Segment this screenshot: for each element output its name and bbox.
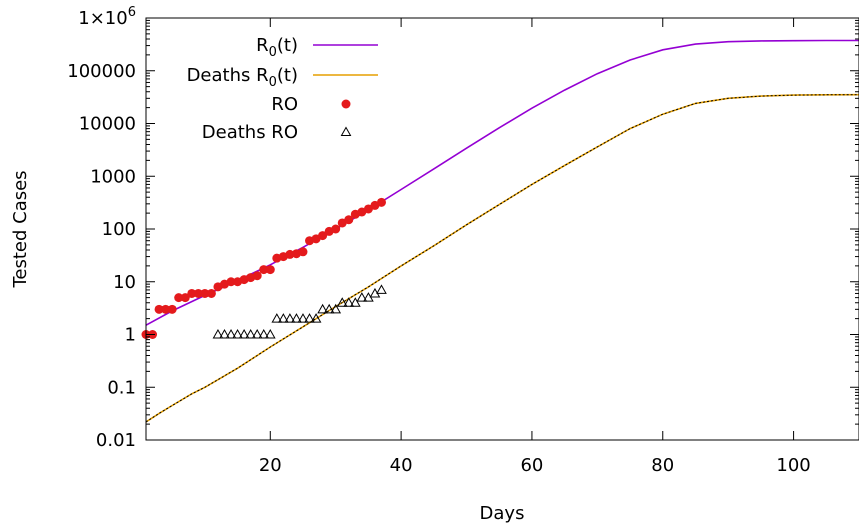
- x-tick-label: 60: [520, 455, 543, 476]
- y-tick-label-exponent: 6: [128, 5, 136, 20]
- data-point-2: [154, 304, 164, 314]
- y-tick-label: 0.01: [96, 430, 136, 451]
- data-point-3: [245, 328, 257, 339]
- legend-swatch-2: [341, 99, 351, 109]
- x-axis-title: Days: [480, 503, 525, 524]
- data-point-3: [336, 297, 348, 307]
- data-point-2: [344, 215, 354, 225]
- data-point-2: [206, 288, 216, 298]
- data-point-3: [258, 328, 270, 339]
- series-line-overlay-1: [145, 94, 859, 423]
- x-tick-label: 20: [259, 455, 282, 476]
- y-tick-label: 1×106: [78, 5, 136, 29]
- data-point-2: [285, 249, 295, 259]
- data-point-2: [180, 293, 190, 303]
- data-point-3: [310, 313, 322, 323]
- data-point-3: [219, 328, 230, 339]
- y-tick-label: 10000: [79, 114, 136, 135]
- data-point-2: [187, 288, 197, 298]
- y-axis-title: Tested Cases: [10, 170, 31, 288]
- legend: R0(t) Deaths R0(t) RO Deaths RO: [187, 35, 378, 143]
- data-point-3: [232, 328, 243, 339]
- y-tick-label: 100000: [67, 61, 136, 82]
- data-point-3: [376, 284, 387, 294]
- y-tick-label: 0.1: [107, 377, 136, 398]
- data-point-3: [291, 313, 302, 323]
- data-point-3: [284, 313, 296, 323]
- data-point-3: [225, 328, 237, 339]
- legend-label-2: RO: [271, 94, 298, 115]
- legend-label-3: Deaths RO: [202, 122, 298, 143]
- data-point-2: [376, 197, 386, 207]
- legend-swatch-3: [340, 126, 352, 136]
- data-point-2: [193, 288, 203, 298]
- data-point-2: [226, 277, 236, 287]
- data-point-2: [200, 288, 210, 298]
- data-point-3: [356, 292, 368, 302]
- tick-layer: 20 40 60 80 100 0.01 0.1 1 10 100 1000 10000 100000 1…: [67, 5, 859, 476]
- legend-label-0: R0(t): [256, 35, 298, 60]
- y-tick-label: 100: [102, 219, 136, 240]
- data-layer: [141, 39, 859, 423]
- y-tick-label: 1: [125, 325, 136, 346]
- data-point-3: [330, 303, 342, 314]
- x-tick-label: 40: [390, 455, 413, 476]
- data-point-2: [167, 304, 177, 314]
- data-point-2: [265, 265, 275, 275]
- data-point-3: [271, 313, 283, 323]
- data-point-2: [331, 224, 341, 234]
- data-point-2: [161, 304, 171, 314]
- data-point-3: [251, 328, 263, 339]
- data-point-3: [349, 297, 361, 307]
- data-point-3: [278, 313, 289, 323]
- data-point-2: [298, 247, 308, 257]
- data-point-2: [259, 265, 269, 275]
- x-tick-label: 100: [776, 455, 810, 476]
- x-tick-label: 80: [651, 455, 674, 476]
- data-point-3: [317, 303, 328, 314]
- data-point-3: [212, 328, 224, 339]
- series-line-1: [145, 93, 859, 423]
- data-point-3: [264, 328, 276, 339]
- data-point-3: [238, 328, 250, 339]
- data-point-2: [318, 231, 328, 241]
- legend-label-1: Deaths R0(t): [187, 65, 298, 90]
- data-point-3: [304, 313, 315, 323]
- data-point-3: [323, 303, 335, 314]
- data-point-2: [174, 293, 184, 303]
- data-point-3: [297, 313, 309, 323]
- data-point-2: [252, 271, 262, 281]
- y-tick-label: 10: [113, 272, 136, 293]
- data-point-3: [343, 297, 355, 307]
- y-tick-label: 1000: [90, 166, 136, 187]
